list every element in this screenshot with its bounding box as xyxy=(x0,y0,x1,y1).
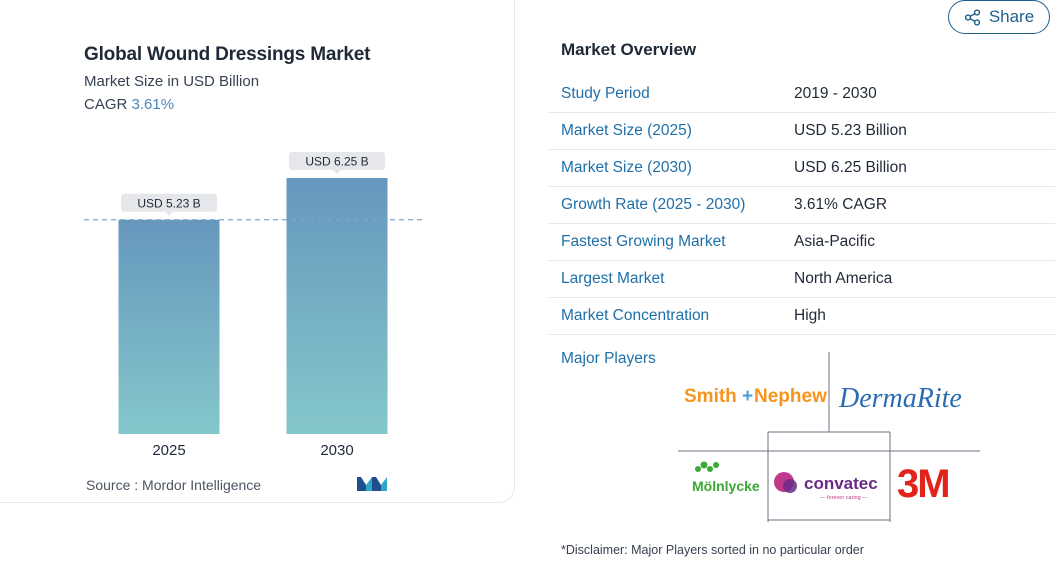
overview-value: USD 6.25 Billion xyxy=(794,159,907,176)
data-label: USD 6.25 B xyxy=(305,155,368,169)
cagr-label: CAGR xyxy=(84,96,128,113)
data-label-badge xyxy=(121,193,217,212)
chart-cagr: CAGR 3.61% xyxy=(84,96,174,113)
overview-key[interactable]: Largest Market xyxy=(561,270,665,287)
smith-nephew-logo: Smith + Nephew xyxy=(684,386,827,407)
data-label-pointer xyxy=(333,170,341,174)
dermarite-logo: DermaRite xyxy=(838,383,962,414)
overview-table: Study Period 2019 - 2030 Market Size (20… xyxy=(548,76,1055,335)
overview-row-largest-market: Largest Market North America xyxy=(548,261,1055,298)
convatec-text: convatec xyxy=(804,474,878,493)
overview-key[interactable]: Market Size (2025) xyxy=(561,122,692,139)
overview-key[interactable]: Market Concentration xyxy=(561,307,710,324)
overview-row-study-period: Study Period 2019 - 2030 xyxy=(548,76,1055,113)
data-label-badge xyxy=(289,152,385,170)
overview-value: Asia-Pacific xyxy=(794,233,875,250)
overview-title: Market Overview xyxy=(561,40,697,59)
disclaimer: *Disclaimer: Major Players sorted in no … xyxy=(561,543,864,557)
bar-chart: USD 5.23 B 2025 USD 6.25 B 2030 xyxy=(84,152,425,459)
overview-row-concentration: Market Concentration High xyxy=(548,298,1055,335)
data-label: USD 5.23 B xyxy=(137,196,200,210)
major-players-title[interactable]: Major Players xyxy=(561,350,656,367)
convatec-logo: convatec — forever caring — xyxy=(774,472,878,501)
x-tick-label: 2030 xyxy=(320,442,353,459)
overview-row-fastest-growing: Fastest Growing Market Asia-Pacific xyxy=(548,224,1055,261)
chart-card xyxy=(0,0,515,503)
chart-title: Global Wound Dressings Market xyxy=(84,44,371,65)
overview-value: High xyxy=(794,307,826,324)
share-label: Share xyxy=(988,7,1035,26)
data-label-pointer xyxy=(165,211,173,216)
overview-value: 3.61% CAGR xyxy=(794,196,888,213)
overview-key[interactable]: Market Size (2030) xyxy=(561,159,692,176)
mordor-intelligence-logo xyxy=(357,477,387,491)
three-m-logo: 3M xyxy=(897,462,949,506)
overview-key[interactable]: Fastest Growing Market xyxy=(561,233,726,250)
share-button[interactable]: Share xyxy=(948,0,1050,34)
convatec-tagline: — forever caring — xyxy=(820,495,868,501)
svg-text:Nephew: Nephew xyxy=(754,386,827,407)
x-tick-label: 2025 xyxy=(152,442,185,459)
overview-row-growth-rate: Growth Rate (2025 - 2030) 3.61% CAGR xyxy=(548,187,1055,224)
overview-value: 2019 - 2030 xyxy=(794,85,877,102)
overview-row-market-size-2025: Market Size (2025) USD 5.23 Billion xyxy=(548,113,1055,150)
overview-value: USD 5.23 Billion xyxy=(794,122,907,139)
overview-value: North America xyxy=(794,270,893,287)
overview-row-market-size-2030: Market Size (2030) USD 6.25 Billion xyxy=(548,150,1055,187)
svg-text:+: + xyxy=(742,386,753,407)
chart-source: Source : Mordor Intelligence xyxy=(86,477,262,493)
major-players-logos: Smith + Nephew DermaRite Mölnlycke conva… xyxy=(678,352,980,522)
smith-nephew-text: Smith xyxy=(684,386,737,407)
chart-subtitle: Market Size in USD Billion xyxy=(84,73,260,90)
share-icon xyxy=(964,8,980,26)
cagr-value: 3.61% xyxy=(131,96,175,113)
overview-key[interactable]: Study Period xyxy=(561,85,650,102)
overview-key[interactable]: Growth Rate (2025 - 2030) xyxy=(561,196,746,213)
molnlycke-logo: Mölnlycke xyxy=(692,461,760,494)
molnlycke-text: Mölnlycke xyxy=(692,478,760,494)
bar-2025 xyxy=(118,219,220,434)
bar-2030 xyxy=(286,178,388,434)
